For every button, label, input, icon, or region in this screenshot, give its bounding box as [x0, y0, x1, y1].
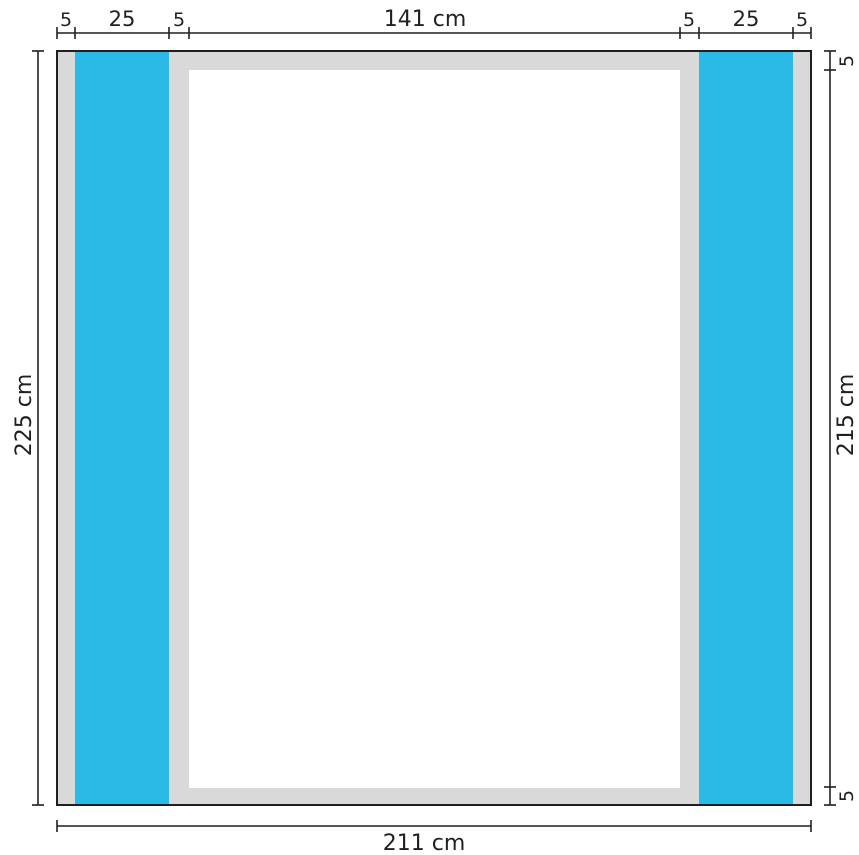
left-side-panel — [75, 52, 169, 804]
top-dim-label: 141 cm — [384, 7, 467, 32]
top-dim-label: 5 — [796, 9, 808, 31]
top-dim-label: 5 — [683, 9, 695, 31]
left-dimension-line — [32, 50, 44, 806]
right-dim-label: 215 cm — [834, 374, 859, 457]
top-dimension-line — [56, 27, 812, 39]
top-dim-label: 5 — [60, 9, 72, 31]
right-dim-label: 5 — [836, 790, 858, 802]
right-side-panel — [699, 52, 793, 804]
right-dimension-line — [824, 50, 836, 806]
left-dim-label: 225 cm — [12, 374, 37, 457]
top-dim-label: 25 — [109, 7, 136, 31]
right-dim-label: 5 — [836, 55, 858, 67]
inner-opening — [189, 70, 680, 788]
top-dim-label: 5 — [173, 9, 185, 31]
bottom-dim-label: 211 cm — [383, 831, 466, 855]
top-dim-label: 25 — [733, 7, 760, 31]
bottom-dimension-line — [56, 820, 812, 832]
